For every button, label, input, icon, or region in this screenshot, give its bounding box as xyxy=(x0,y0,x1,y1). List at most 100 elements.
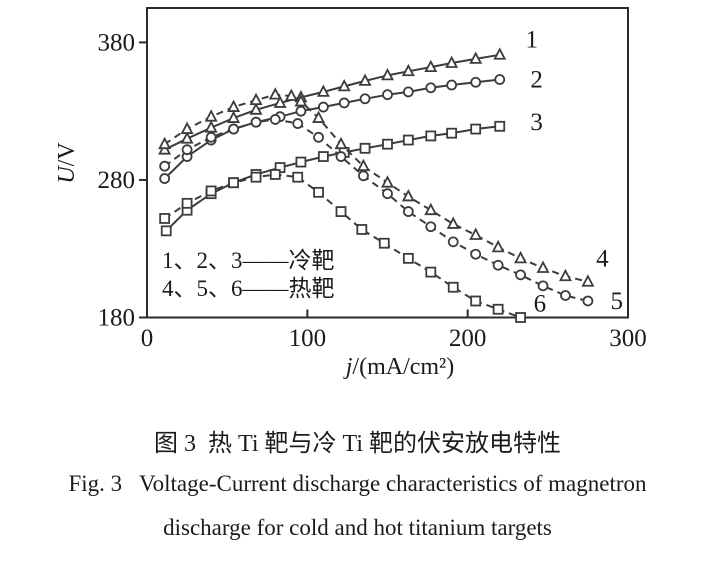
cold-target-curve-2-marker-8 xyxy=(338,97,350,109)
cold-target-curve-1-marker-11 xyxy=(401,63,415,77)
cold-target-curve-1-marker-12 xyxy=(424,59,438,73)
cold-target-curve-3: 3 xyxy=(160,109,543,237)
hot-target-curve-5-marker-14 xyxy=(470,248,482,260)
hot-target-curve-4-marker-3 xyxy=(227,99,241,112)
cold-target-curve-3-marker-0 xyxy=(160,225,172,237)
hot-target-curve-6-marker-8 xyxy=(335,206,347,217)
hot-target-curve-4-marker-19 xyxy=(558,268,572,282)
hot-target-curve-4-marker-0 xyxy=(158,136,172,150)
hot-target-curve-5-marker-5 xyxy=(269,114,281,125)
hot-target-curve-6-marker-0 xyxy=(159,213,171,224)
hot-target-curve-4-marker-9 xyxy=(334,136,348,150)
hot-target-curve-4-marker-13 xyxy=(424,202,438,216)
y-tick-label-2: 180 xyxy=(98,305,136,332)
hot-target-curve-5-marker-1 xyxy=(181,144,193,156)
hot-target-curve-4-marker-16 xyxy=(491,239,505,253)
cold-target-curve-2-marker-14 xyxy=(470,76,482,88)
legend-line-2: 4、5、6——热靶 xyxy=(162,276,335,301)
hot-target-curve-5-marker-7 xyxy=(313,131,324,143)
cold-target-curve-3-marker-9 xyxy=(359,142,371,154)
hot-target-curve-4: 4 xyxy=(158,87,609,287)
x-tick-label-0: 0 xyxy=(141,325,154,352)
hot-target-curve-4-marker-12 xyxy=(401,189,415,202)
plot-frame xyxy=(146,7,629,319)
cold-target-curve-2-marker-6 xyxy=(295,105,307,117)
cold-target-curve-1-marker-1 xyxy=(180,131,194,144)
hot-target-curve-4-marker-15 xyxy=(469,227,483,240)
cold-target-curve-2-marker-11 xyxy=(402,86,414,98)
hot-target-curve-6-marker-13 xyxy=(447,281,459,293)
hot-target-curve-5-marker-17 xyxy=(537,280,549,292)
cold-target-curve-2-marker-13 xyxy=(446,79,458,91)
hot-target-curve-4-marker-5 xyxy=(268,87,282,100)
hot-target-curve-4-marker-1 xyxy=(180,121,194,134)
cold-target-curve-3-marker-10 xyxy=(382,138,393,150)
cold-target-curve-3-marker-7 xyxy=(317,151,329,162)
hot-target-curve-4-marker-11 xyxy=(381,175,394,188)
hot-target-curve-6-marker-9 xyxy=(356,224,368,235)
caption-chinese: 图 3 热 Ti 靶与冷 Ti 靶的伏安放电特性 xyxy=(154,431,561,457)
cold-target-curve-3-marker-13 xyxy=(446,127,458,139)
y-axis-label: U/V xyxy=(54,142,80,184)
cold-target-curve-1-marker-8 xyxy=(337,78,351,92)
cold-target-curve-1-marker-13 xyxy=(445,55,459,68)
caption-english-line-2: discharge for cold and hot titanium targ… xyxy=(163,515,552,540)
cold-target-curve-2-marker-10 xyxy=(382,89,393,101)
hot-target-curve-5-marker-2 xyxy=(205,131,217,143)
hot-target-curve-5-marker-12 xyxy=(425,221,437,233)
cold-target-curve-3-marker-15 xyxy=(494,120,506,132)
cold-target-curve-1-marker-14 xyxy=(469,51,483,64)
hot-target-curve-6-marker-14 xyxy=(470,295,482,307)
curve-label-4: 4 xyxy=(596,245,609,272)
chart-canvas: 0 100 200 300 380 280 180 j/(mA/cm²) U/V 1、2、3——冷… xyxy=(54,7,647,380)
hot-target-curve-6-marker-7 xyxy=(313,186,324,198)
curve-label-2: 2 xyxy=(530,67,543,94)
cold-target-curve-1-marker-4 xyxy=(249,102,263,115)
hot-target-curve-4-marker-4 xyxy=(249,92,263,106)
hot-target-curve-4-marker-17 xyxy=(514,250,528,264)
hot-target-curve-6-marker-2 xyxy=(205,185,217,197)
hot-target-curve-5: 5 xyxy=(159,114,624,315)
x-tick-label-3: 300 xyxy=(609,325,647,352)
hot-target-curve-5-marker-0 xyxy=(159,160,171,172)
hot-target-curve-5-marker-11 xyxy=(402,206,414,217)
legend-line-1: 1、2、3——冷靶 xyxy=(162,248,335,273)
hot-target-curve-6: 6 xyxy=(159,169,546,323)
hot-target-curve-4-marker-14 xyxy=(446,216,460,229)
hot-target-curve-6-marker-1 xyxy=(181,197,193,209)
cold-target-curve-1-marker-10 xyxy=(381,67,394,81)
hot-target-curve-6-marker-11 xyxy=(402,252,414,264)
hot-target-curve-6-marker-6 xyxy=(292,171,304,183)
hot-target-curve-6-marker-10 xyxy=(378,237,390,249)
hot-target-curve-5-marker-10 xyxy=(382,188,393,200)
hot-target-curve-6-marker-12 xyxy=(425,266,437,278)
hot-target-curve-4-marker-20 xyxy=(581,274,595,287)
cold-target-curve-3-marker-12 xyxy=(425,130,437,142)
curve-label-3: 3 xyxy=(530,109,543,136)
hot-target-curve-4-marker-7 xyxy=(294,94,308,107)
curve-label-5: 5 xyxy=(611,288,624,315)
hot-target-curve-5-marker-4 xyxy=(250,116,262,128)
hot-target-curve-5-marker-18 xyxy=(560,290,571,301)
hot-target-curve-6-marker-3 xyxy=(228,177,239,189)
curve-label-1: 1 xyxy=(526,27,539,54)
hot-target-curve-5-marker-9 xyxy=(358,170,369,182)
hot-target-curve-4-line xyxy=(164,93,589,283)
hot-target-curve-6-marker-5 xyxy=(269,169,281,180)
cold-target-curve-1-line xyxy=(164,53,500,151)
cold-target-curve-3-marker-6 xyxy=(295,156,307,168)
x-axis-label: j/(mA/cm²) xyxy=(343,354,455,380)
hot-target-curve-4-marker-10 xyxy=(356,158,370,172)
cold-target-curve-1-marker-5 xyxy=(273,95,287,108)
x-tick-label-2: 200 xyxy=(449,325,487,352)
cold-target-curve-3-marker-14 xyxy=(470,123,482,135)
hot-target-curve-4-marker-18 xyxy=(536,260,550,273)
cold-target-curve-1-marker-3 xyxy=(227,110,241,123)
hot-target-curve-5-marker-19 xyxy=(582,295,594,307)
hot-target-curve-6-marker-4 xyxy=(250,171,262,183)
cold-target-curve-2-marker-0 xyxy=(159,173,171,184)
cold-target-curve-2-marker-9 xyxy=(359,93,371,105)
hot-target-curve-6-marker-16 xyxy=(515,312,526,323)
cold-target-curve-1-marker-7 xyxy=(316,84,330,97)
